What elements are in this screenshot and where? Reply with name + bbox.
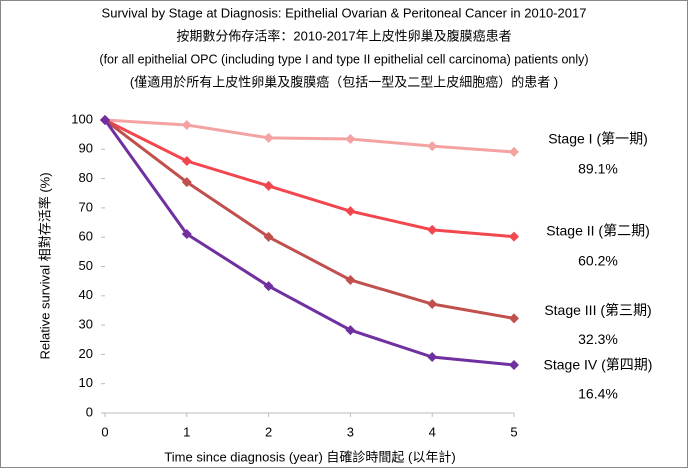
series-line — [104, 118, 515, 320]
y-tick-label: 80 — [79, 170, 93, 185]
value-label: 60.2% — [578, 252, 618, 268]
point-marker — [181, 177, 192, 188]
point-marker — [181, 228, 192, 239]
point-marker — [263, 231, 274, 242]
x-tick-label: 0 — [101, 424, 108, 439]
point-marker — [509, 231, 519, 242]
y-tick-label: 60 — [79, 229, 93, 244]
point-marker — [100, 115, 110, 125]
y-tick-label: 20 — [79, 346, 93, 361]
series-line — [104, 118, 515, 239]
point-marker — [509, 313, 519, 324]
legend-label: Stage I (第一期) — [548, 131, 648, 147]
point-marker — [509, 359, 519, 370]
x-tick-label: 1 — [183, 424, 190, 439]
legend-label: Stage IV (第四期) — [544, 357, 653, 373]
y-tick-label: 50 — [79, 258, 93, 273]
value-label: 32.3% — [578, 331, 618, 347]
point-marker — [345, 206, 356, 217]
point-marker — [427, 299, 438, 310]
chart-subtitle: 按期數分佈存活率：2010-2017年上皮性卵巢及腹膜癌患者 — [176, 28, 511, 43]
legend-label: Stage III (第三期) — [544, 302, 651, 318]
point-marker — [263, 180, 274, 191]
point-marker — [427, 352, 438, 363]
x-axis-label: Time since diagnosis (year) 自確診時間起 (以年計) — [164, 449, 455, 464]
point-marker — [345, 325, 356, 336]
point-marker — [427, 141, 438, 152]
point-marker — [181, 156, 192, 167]
y-tick-label: 70 — [79, 199, 93, 214]
x-tick-label: 5 — [510, 424, 517, 439]
y-tick-label: 40 — [79, 287, 93, 302]
x-tick-label: 2 — [265, 424, 272, 439]
y-tick-label: 10 — [79, 375, 93, 390]
value-label: 16.4% — [578, 386, 618, 402]
point-marker — [345, 134, 356, 145]
series-line — [104, 118, 515, 154]
point-marker — [509, 146, 519, 157]
x-tick-label: 3 — [347, 424, 354, 439]
y-tick-label: 30 — [79, 317, 93, 332]
y-axis-label: Relative survival 相對存活率 (%) — [37, 172, 52, 359]
value-label: 89.1% — [578, 161, 618, 177]
point-marker — [427, 224, 438, 235]
y-tick-label: 90 — [79, 141, 93, 156]
y-tick-label: 100 — [71, 111, 93, 126]
chart-title: Survival by Stage at Diagnosis: Epitheli… — [102, 5, 587, 20]
point-marker — [181, 119, 192, 130]
chart-subtitle: (for all epithelial OPC (including type … — [99, 52, 588, 66]
point-marker — [345, 274, 356, 285]
x-tick-label: 4 — [429, 424, 436, 439]
point-marker — [263, 132, 274, 143]
series-line — [103, 119, 515, 367]
y-tick-label: 0 — [86, 404, 93, 419]
chart-subtitle: (僅適用於所有上皮性卵巢及腹膜癌（包括一型及二型上皮細胞癌）的患者 ) — [130, 74, 558, 89]
point-marker — [263, 281, 274, 292]
legend-label: Stage II (第二期) — [546, 222, 649, 238]
